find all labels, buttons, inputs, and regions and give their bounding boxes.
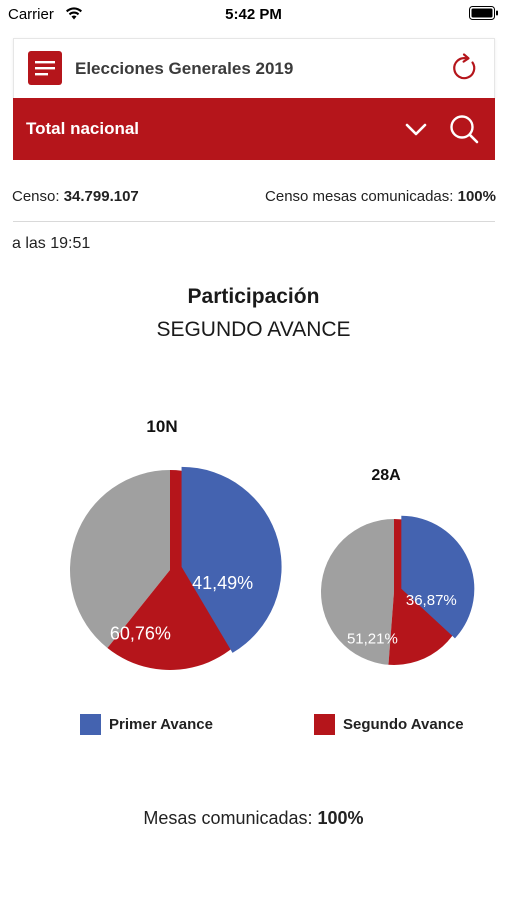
update-timestamp: a las 19:51 <box>12 235 91 252</box>
refresh-button[interactable] <box>448 52 480 84</box>
pie-28a-title: 28A <box>371 467 401 484</box>
menu-button[interactable] <box>28 51 62 85</box>
chart-subtitle: SEGUNDO AVANCE <box>156 318 351 341</box>
pie-10n-title: 10N <box>146 417 177 436</box>
wifi-icon <box>66 7 82 20</box>
status-bar: Carrier 5:42 PM <box>0 0 507 28</box>
pie-10n-primer-avance-label: 41,49% <box>192 573 253 593</box>
chevron-down-icon[interactable] <box>403 116 429 142</box>
app-title: Elecciones Generales 2019 <box>75 59 294 78</box>
legend-label-segundo-avance: Segundo Avance <box>343 716 464 733</box>
census-label: Censo: <box>12 188 60 205</box>
chart-title: Participación <box>187 285 320 308</box>
legend-item-segundo-avance: Segundo Avance <box>314 714 464 735</box>
pie-10n-segundo-avance-label: 60,76% <box>110 624 171 644</box>
mesas-label: Mesas comunicadas: <box>143 808 313 828</box>
mesas-value: 100% <box>317 808 364 828</box>
census-mesas: Censo mesas comunicadas: 100% <box>265 188 496 205</box>
mesas-comunicadas: Mesas comunicadas: 100% <box>0 808 507 829</box>
legend-swatch-segundo-avance <box>314 714 335 735</box>
search-icon[interactable] <box>447 112 481 146</box>
legend-label-primer-avance: Primer Avance <box>109 716 213 733</box>
clock-label: 5:42 PM <box>225 6 282 23</box>
carrier-label: Carrier <box>8 6 54 23</box>
refresh-icon <box>453 53 476 80</box>
divider <box>13 221 495 222</box>
pie-28a-primer-avance-slice <box>401 515 475 639</box>
census-mesas-label: Censo mesas comunicadas: <box>265 188 454 205</box>
census-mesas-value: 100% <box>457 188 496 205</box>
region-bar: Total nacional <box>13 98 495 160</box>
battery-icon <box>469 6 498 20</box>
pie-10n-remainder-slice <box>70 470 170 649</box>
pie-28a-primer-avance-label: 36,87% <box>406 592 457 609</box>
pie-28a-segundo-avance-label: 51,21% <box>347 631 398 648</box>
chart-legend: Primer Avance Segundo Avance <box>0 714 507 738</box>
hamburger-menu-icon <box>35 61 55 76</box>
pie-28a-remainder-slice <box>321 519 394 665</box>
region-selector-label[interactable]: Total nacional <box>26 119 140 138</box>
census-value: 34.799.107 <box>63 188 139 205</box>
pie-10n-primer-avance-slice <box>181 466 282 653</box>
census-total: Censo: 34.799.107 <box>12 188 139 205</box>
app-header: Elecciones Generales 2019 <box>13 38 495 98</box>
legend-item-primer-avance: Primer Avance <box>80 714 213 735</box>
legend-swatch-primer-avance <box>80 714 101 735</box>
